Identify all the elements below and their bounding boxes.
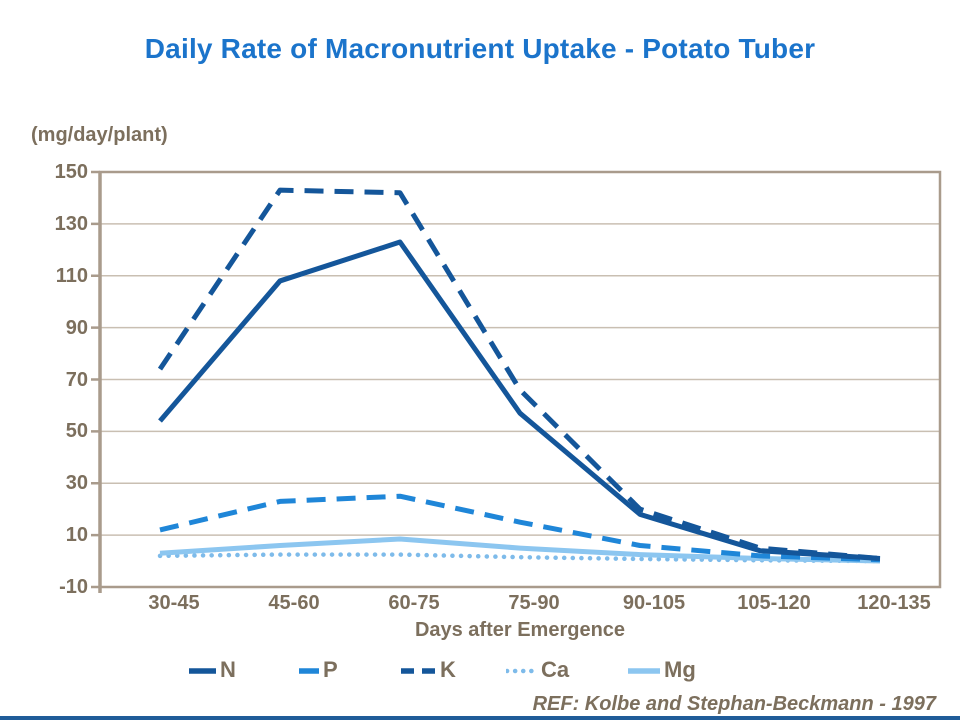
x-axis-title: Days after Emergence <box>414 619 626 641</box>
y-tick-label: 130 <box>54 212 88 235</box>
x-category-label: 90-105 <box>622 592 686 614</box>
legend-item-Ca: Ca <box>506 655 569 685</box>
legend-label-P: P <box>323 657 338 682</box>
series-line-K <box>157 187 881 561</box>
legend-item-N: N <box>188 655 236 685</box>
legend-swatch-K <box>401 668 436 674</box>
x-category-label: 105-120 <box>737 592 811 614</box>
legend: N P K Ca Mg <box>0 655 960 685</box>
legend-swatch-Mg <box>628 668 660 674</box>
y-tick-label: 90 <box>65 316 88 339</box>
y-tick-label: 70 <box>65 368 88 391</box>
legend-item-P: P <box>298 655 338 685</box>
y-tick-label: 150 <box>54 161 88 183</box>
bottom-accent-bar <box>0 716 960 720</box>
legend-swatch-P <box>299 668 319 674</box>
y-tick-label: 110 <box>55 264 88 287</box>
reference-citation: REF: Kolbe and Stephan-Beckmann - 1997 <box>532 693 936 715</box>
y-tick-label: 30 <box>65 472 88 495</box>
legend-label-Ca: Ca <box>541 657 570 682</box>
legend-label-K: K <box>440 657 456 682</box>
legend-label-Mg: Mg <box>664 657 696 682</box>
legend-item-K: K <box>400 655 456 685</box>
y-tick-label: -10 <box>59 576 88 598</box>
series-line-P <box>159 493 881 563</box>
chart-title: Daily Rate of Macronutrient Uptake - Pot… <box>144 33 816 64</box>
legend-label-N: N <box>220 657 236 682</box>
legend-swatch-N <box>189 668 216 674</box>
legend-item-Mg: Mg <box>627 655 696 685</box>
x-category-label: 120-135 <box>857 592 931 614</box>
x-category-label: 30-45 <box>148 592 200 614</box>
x-category-label: 45-60 <box>268 592 320 614</box>
y-tick-label: 50 <box>65 420 88 443</box>
series-line-Mg <box>159 536 881 564</box>
y-tick-label: 10 <box>65 524 88 547</box>
x-category-label: 75-90 <box>508 592 560 614</box>
x-category-label: 60-75 <box>388 592 440 614</box>
series-line-N <box>158 239 881 561</box>
legend-swatch-Ca <box>506 668 538 674</box>
y-axis-unit-label: (mg/day/plant) <box>31 124 168 146</box>
